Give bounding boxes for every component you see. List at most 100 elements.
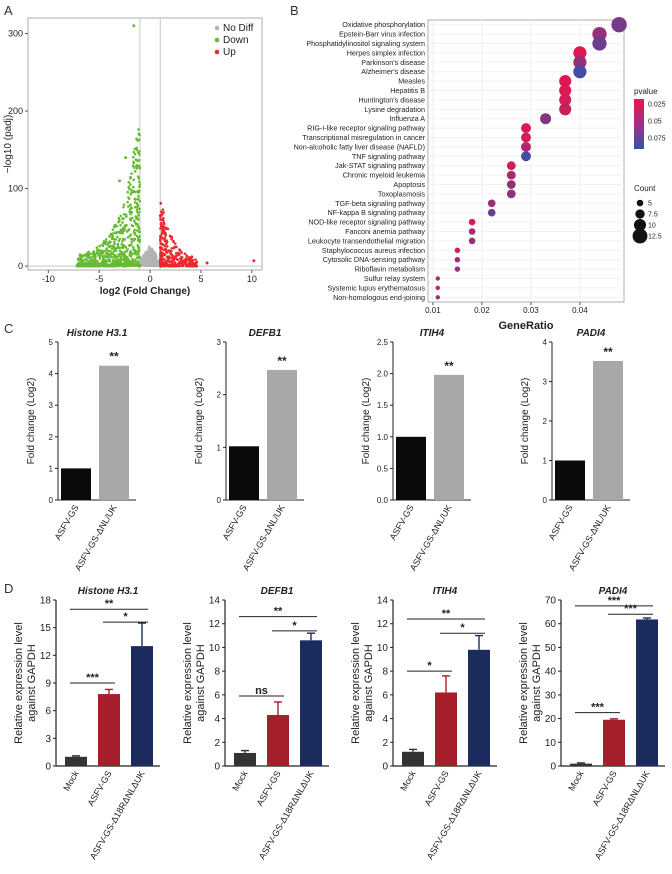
point-down: [96, 259, 99, 263]
color-legend-tick: 0.05: [648, 119, 662, 126]
y-tick-label: 10: [209, 643, 221, 654]
point-nodiff: [151, 255, 155, 258]
point-down: [110, 251, 114, 254]
bar-1: [61, 468, 91, 500]
point-up: [167, 249, 170, 252]
point-nodiff: [150, 262, 153, 266]
point-down: [131, 216, 134, 220]
point-down: [136, 244, 140, 247]
point-down: [137, 177, 141, 180]
legend-label: Up: [223, 47, 236, 58]
point-up: [170, 236, 173, 240]
point-up: [185, 254, 189, 258]
point-up: [159, 234, 162, 238]
bar-3: [300, 640, 322, 766]
term-label: Lysine degradation: [365, 105, 425, 114]
term-label: NOD-like receptor signaling pathway: [308, 218, 425, 227]
point-down: [103, 263, 107, 267]
point-down: [136, 225, 140, 228]
point-down: [128, 253, 132, 257]
point-down: [90, 258, 93, 262]
point-down: [101, 254, 104, 258]
point-down: [137, 246, 140, 250]
point-down: [131, 257, 134, 261]
point-down: [82, 264, 86, 267]
category-label: ASFV-GS-ΔNL/UK: [408, 503, 454, 573]
category-label: ASFV-GS: [423, 769, 451, 808]
y-axis-label-line1: Relative expression level: [13, 622, 25, 744]
category-label: ASFV-GS: [388, 503, 416, 542]
point-down: [104, 240, 108, 244]
point-down: [123, 264, 126, 268]
point-down: [123, 250, 127, 253]
point-down: [122, 252, 125, 255]
point-up: [172, 239, 175, 243]
term-label: Apoptosis: [393, 180, 425, 189]
y-tick-label: 0: [382, 762, 388, 773]
point-down: [130, 240, 134, 244]
point-down: [116, 235, 119, 239]
panel-letter-b: B: [290, 3, 299, 18]
point-down: [138, 207, 141, 211]
point-down: [107, 255, 111, 259]
bar-3: [131, 646, 153, 766]
point-down: [115, 224, 119, 228]
y-tick-label: 12: [377, 619, 389, 630]
point-down: [122, 212, 126, 216]
term-dot: [506, 170, 516, 180]
point-down: [121, 240, 124, 243]
point-down: [132, 260, 135, 264]
point-up: [166, 263, 169, 267]
point-down: [126, 205, 130, 208]
point-down: [132, 219, 136, 223]
point-down: [136, 151, 140, 154]
point-nodiff: [148, 264, 151, 267]
term-dot: [559, 103, 572, 116]
point-outlier-down: [124, 156, 128, 160]
point-up: [163, 264, 167, 268]
point-up: [161, 216, 165, 220]
point-up: [161, 219, 165, 222]
point-down: [105, 248, 109, 251]
y-tick-label: 18: [40, 596, 52, 607]
term-label: TGF-beta signaling pathway: [335, 199, 425, 208]
point-nodiff: [145, 252, 148, 256]
term-dot: [435, 285, 440, 291]
point-up: [161, 226, 165, 230]
y-tick-label: 3: [49, 401, 54, 410]
point-outlier-down: [132, 24, 136, 28]
term-label: Phosphatidylinositol signaling system: [306, 39, 425, 48]
chart-title: DEFB1: [249, 328, 282, 339]
point-down: [124, 213, 128, 217]
term-label: Staphylococcus aureus infection: [322, 246, 425, 255]
term-dot: [468, 218, 476, 226]
point-down: [97, 251, 100, 255]
x-tick-label: 0.04: [572, 306, 588, 315]
y-tick-label: 14: [377, 596, 389, 607]
point-down: [138, 166, 142, 170]
point-down: [136, 203, 139, 207]
point-up: [169, 252, 173, 255]
point-down: [138, 185, 141, 189]
significance-label: **: [277, 354, 287, 368]
point-down: [128, 234, 132, 238]
bar-1: [570, 763, 592, 766]
plot-frame: [27, 17, 263, 271]
point-nodiff: [147, 258, 150, 262]
point-up: [188, 256, 191, 260]
significance-label: **: [603, 345, 613, 359]
y-tick-label: 10: [545, 738, 557, 749]
point-up: [174, 254, 178, 258]
color-legend-tick: 0.025: [648, 102, 666, 109]
point-down: [132, 160, 135, 164]
point-down: [116, 259, 119, 263]
bar-1: [396, 436, 426, 500]
point-down: [122, 203, 126, 206]
x-tick-label: 0: [148, 274, 153, 284]
point-down: [133, 228, 136, 232]
point-nodiff: [141, 257, 145, 261]
point-up: [167, 260, 171, 263]
